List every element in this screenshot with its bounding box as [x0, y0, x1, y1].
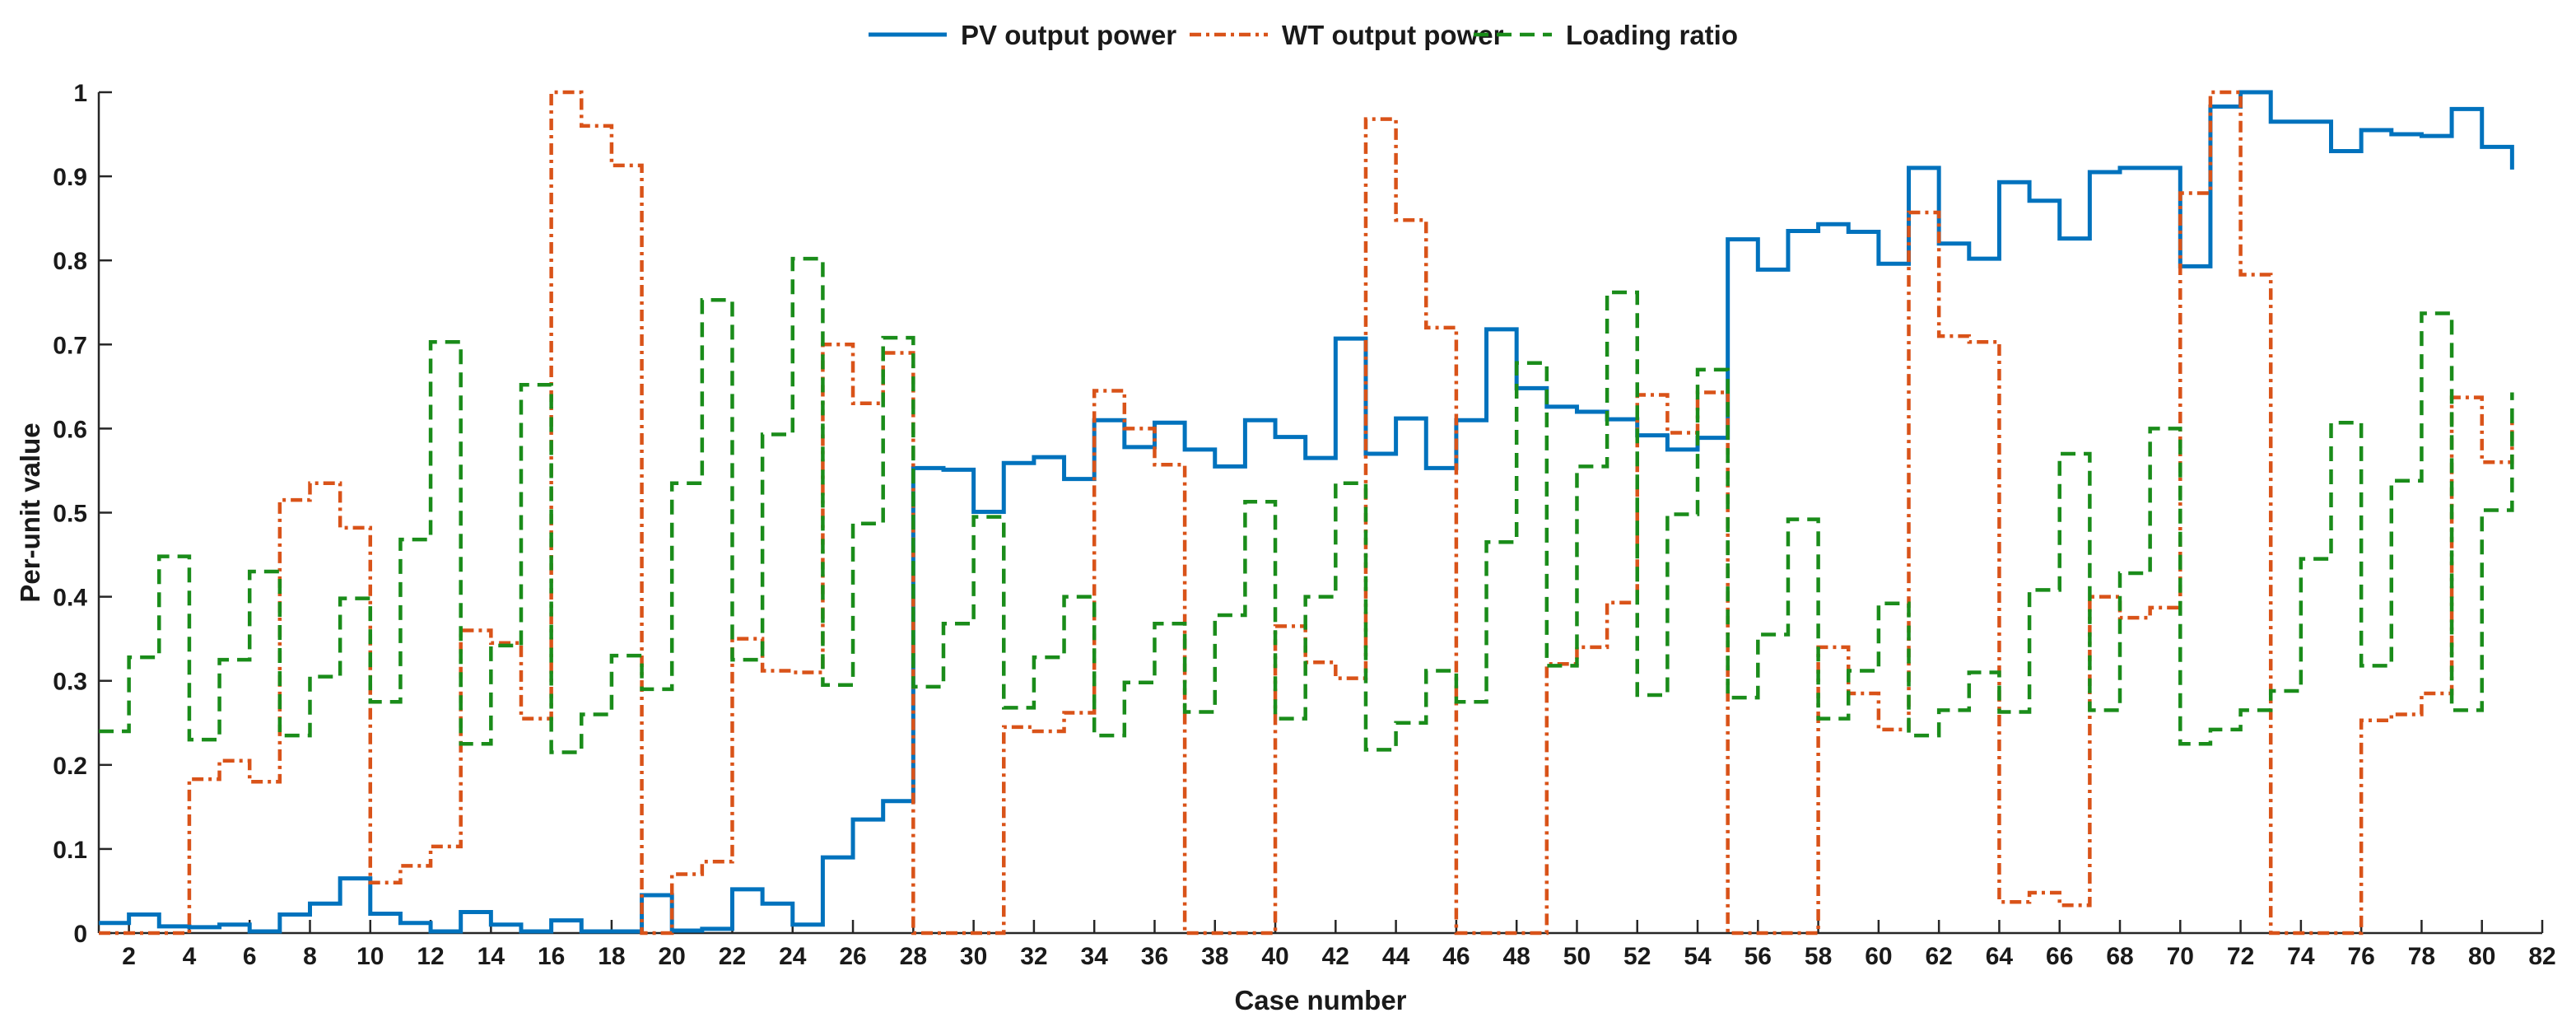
series-line-1 [99, 90, 2514, 934]
x-tick-label: 6 [243, 943, 257, 970]
x-tick-label: 78 [2408, 943, 2435, 970]
x-tick-label: 52 [1623, 943, 1651, 970]
x-tick-label: 66 [2046, 943, 2073, 970]
y-tick-label: 0.5 [53, 501, 87, 528]
series-layer [99, 90, 2514, 936]
x-tick-label: 30 [960, 943, 987, 970]
x-tick-label: 26 [839, 943, 866, 970]
x-tick-label: 56 [1745, 943, 1772, 970]
x-tick-label: 82 [2528, 943, 2555, 970]
x-tick-label: 2 [122, 943, 136, 970]
x-tick-label: 36 [1141, 943, 1168, 970]
y-tick-label: 0.7 [53, 332, 87, 359]
x-tick-label: 48 [1502, 943, 1530, 970]
y-tick-label: 0.9 [53, 164, 87, 191]
x-tick-label: 76 [2347, 943, 2374, 970]
x-tick-label: 12 [417, 943, 444, 970]
x-tick-label: 22 [719, 943, 746, 970]
x-tick-label: 80 [2468, 943, 2495, 970]
x-tick-label: 64 [1986, 943, 2014, 970]
legend-item-2: WT output power [1190, 20, 1504, 50]
legend-label: PV output power [961, 20, 1176, 50]
y-tick-label: 1 [73, 80, 87, 107]
x-axis-title: Case number [1234, 985, 1406, 1015]
x-tick-label: 62 [1925, 943, 1952, 970]
x-tick-label: 74 [2287, 943, 2315, 970]
x-tick-label: 46 [1442, 943, 1470, 970]
x-tick-label: 42 [1322, 943, 1349, 970]
axes-layer: 2 4 6 8 10 12 14 16 18 20 22 24 26 28 30 32 34 36 38 40 42 44… [53, 80, 2555, 970]
series-line-3 [99, 256, 2514, 754]
x-tick-label: 50 [1563, 943, 1591, 970]
legend-item-3: Loading ratio [1474, 20, 1738, 50]
x-tick-label: 16 [538, 943, 565, 970]
x-tick-label: 8 [303, 943, 317, 970]
x-tick-label: 18 [598, 943, 625, 970]
x-tick-label: 20 [659, 943, 686, 970]
legend-label: Loading ratio [1566, 20, 1738, 50]
x-tick-label: 40 [1261, 943, 1288, 970]
x-tick-label: 60 [1865, 943, 1892, 970]
legend: PV output power WT output power Loading ra… [869, 20, 1738, 50]
y-tick-label: 0.2 [53, 753, 87, 780]
x-tick-label: 54 [1684, 943, 1712, 970]
x-tick-label: 4 [183, 943, 197, 970]
x-tick-label: 24 [779, 943, 807, 970]
x-tick-label: 38 [1201, 943, 1228, 970]
y-axis-title: Per-unit value [15, 422, 45, 602]
x-tick-label: 10 [356, 943, 384, 970]
legend-label: WT output power [1282, 20, 1504, 50]
x-tick-label: 14 [477, 943, 505, 970]
x-tick-label: 72 [2227, 943, 2254, 970]
y-tick-label: 0.1 [53, 837, 87, 864]
x-tick-label: 32 [1020, 943, 1047, 970]
y-tick-label: 0 [73, 921, 87, 948]
x-tick-label: 44 [1382, 943, 1410, 970]
x-tick-label: 70 [2167, 943, 2194, 970]
y-tick-label: 0.4 [53, 585, 87, 612]
x-tick-label: 58 [1805, 943, 1832, 970]
x-tick-label: 28 [900, 943, 927, 970]
y-tick-label: 0.6 [53, 416, 87, 443]
y-tick-label: 0.3 [53, 669, 87, 696]
x-tick-label: 68 [2106, 943, 2133, 970]
legend-item-1: PV output power [869, 20, 1176, 50]
y-tick-label: 0.8 [53, 248, 87, 275]
x-tick-label: 34 [1080, 943, 1108, 970]
